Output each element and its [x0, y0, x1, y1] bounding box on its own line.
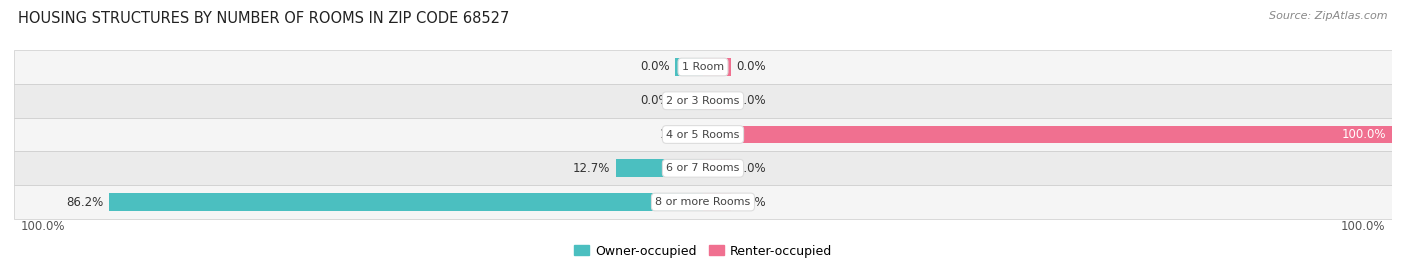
- Legend: Owner-occupied, Renter-occupied: Owner-occupied, Renter-occupied: [568, 239, 838, 263]
- Text: HOUSING STRUCTURES BY NUMBER OF ROOMS IN ZIP CODE 68527: HOUSING STRUCTURES BY NUMBER OF ROOMS IN…: [18, 11, 509, 26]
- Text: 6 or 7 Rooms: 6 or 7 Rooms: [666, 163, 740, 173]
- Bar: [675, 92, 703, 109]
- Text: 100.0%: 100.0%: [21, 220, 66, 233]
- Bar: [703, 193, 731, 211]
- Bar: [703, 58, 731, 76]
- Bar: [703, 92, 731, 109]
- Text: 0.0%: 0.0%: [737, 61, 766, 73]
- Text: 2 or 3 Rooms: 2 or 3 Rooms: [666, 96, 740, 106]
- Bar: [14, 151, 1392, 185]
- Text: 100.0%: 100.0%: [1341, 128, 1386, 141]
- Bar: [703, 160, 731, 177]
- Text: Source: ZipAtlas.com: Source: ZipAtlas.com: [1270, 11, 1388, 21]
- Text: 8 or more Rooms: 8 or more Rooms: [655, 197, 751, 207]
- Text: 12.7%: 12.7%: [572, 162, 610, 175]
- Text: 0.0%: 0.0%: [737, 196, 766, 208]
- Bar: [703, 126, 1392, 143]
- Bar: [675, 58, 703, 76]
- Bar: [696, 126, 703, 143]
- Text: 86.2%: 86.2%: [66, 196, 104, 208]
- Text: 0.0%: 0.0%: [640, 61, 669, 73]
- Text: 0.0%: 0.0%: [640, 94, 669, 107]
- Bar: [14, 185, 1392, 219]
- Bar: [14, 50, 1392, 84]
- Text: 100.0%: 100.0%: [1340, 220, 1385, 233]
- Text: 0.0%: 0.0%: [737, 162, 766, 175]
- Text: 1.1%: 1.1%: [659, 128, 690, 141]
- Bar: [14, 118, 1392, 151]
- Text: 1 Room: 1 Room: [682, 62, 724, 72]
- Bar: [110, 193, 703, 211]
- Bar: [616, 160, 703, 177]
- Text: 4 or 5 Rooms: 4 or 5 Rooms: [666, 129, 740, 140]
- Bar: [14, 84, 1392, 118]
- Text: 0.0%: 0.0%: [737, 94, 766, 107]
